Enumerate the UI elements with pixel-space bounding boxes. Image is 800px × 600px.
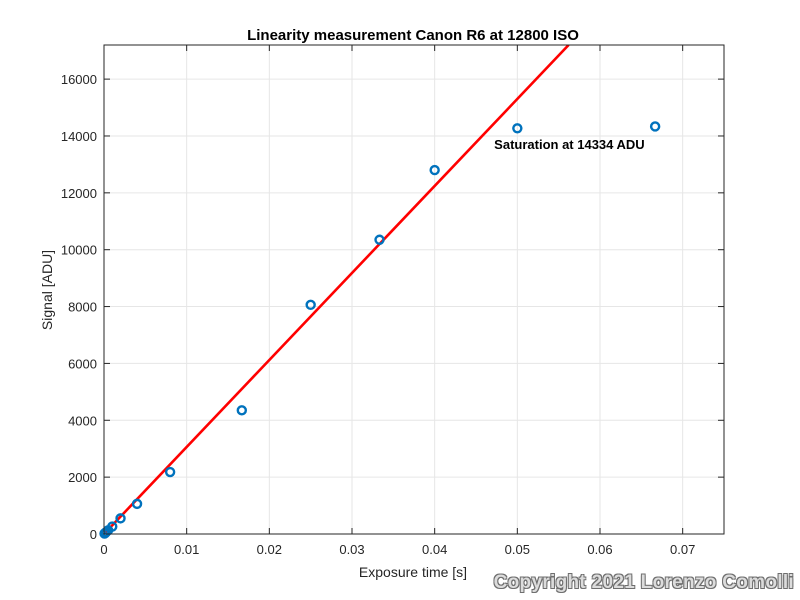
plot-area: 0 0.01 0.02 0.03 0.04 0.05 0.06 0.07 0 2000 4000 60… — [61, 44, 725, 557]
data-point — [164, 466, 176, 478]
y-tick-label: 4000 — [68, 413, 97, 428]
fit-line — [104, 45, 570, 534]
x-axis-label: Exposure time [s] — [359, 564, 467, 580]
y-tick-label: 0 — [90, 527, 97, 542]
x-tick-label: 0.06 — [587, 542, 612, 557]
x-tick-label: 0.05 — [505, 542, 530, 557]
annotation-saturation: Saturation at 14334 ADU — [494, 137, 645, 152]
data-point — [107, 521, 118, 532]
data-point — [236, 405, 248, 416]
x-tick-label: 0.01 — [174, 542, 199, 557]
x-tick-label: 0.04 — [422, 542, 447, 557]
y-tick-label: 6000 — [68, 356, 97, 371]
data-point — [649, 121, 661, 132]
y-axis-label: Signal [ADU] — [39, 250, 55, 330]
data-point — [374, 234, 385, 245]
y-tick-label: 8000 — [68, 300, 97, 315]
data-point — [131, 498, 143, 510]
x-tick-label: 0 — [100, 542, 107, 557]
x-tick-label: 0.03 — [339, 542, 364, 557]
axes-frame — [103, 44, 725, 535]
data-point — [305, 299, 316, 311]
plot-background — [104, 45, 724, 534]
y-tick-label: 12000 — [61, 186, 97, 201]
y-tick-label: 14000 — [61, 129, 97, 144]
copyright-watermark: Copyright 2021 Lorenzo Comolli — [493, 572, 794, 593]
data-point — [512, 123, 523, 134]
data-point — [429, 164, 440, 176]
data-point — [115, 513, 126, 524]
x-tick-label: 0.02 — [257, 542, 282, 557]
chart-title: Linearity measurement Canon R6 at 12800 … — [247, 27, 579, 44]
x-tick-label: 0.07 — [670, 542, 695, 557]
y-tick-label: 10000 — [61, 243, 97, 258]
y-tick-label: 16000 — [61, 72, 97, 87]
y-tick-label: 2000 — [68, 470, 97, 485]
